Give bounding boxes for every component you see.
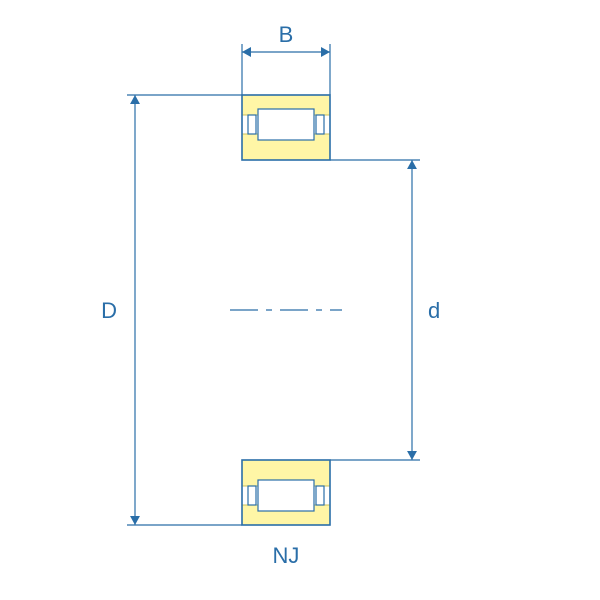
roller	[258, 109, 314, 140]
section-top	[242, 95, 330, 160]
label-d: d	[428, 298, 440, 323]
bearing-diagram: Dd B NJ	[0, 0, 600, 600]
roller	[258, 480, 314, 511]
label-D: D	[101, 298, 117, 323]
type-label: NJ	[273, 543, 300, 568]
label-B: B	[279, 22, 294, 47]
section-bottom	[242, 460, 330, 525]
